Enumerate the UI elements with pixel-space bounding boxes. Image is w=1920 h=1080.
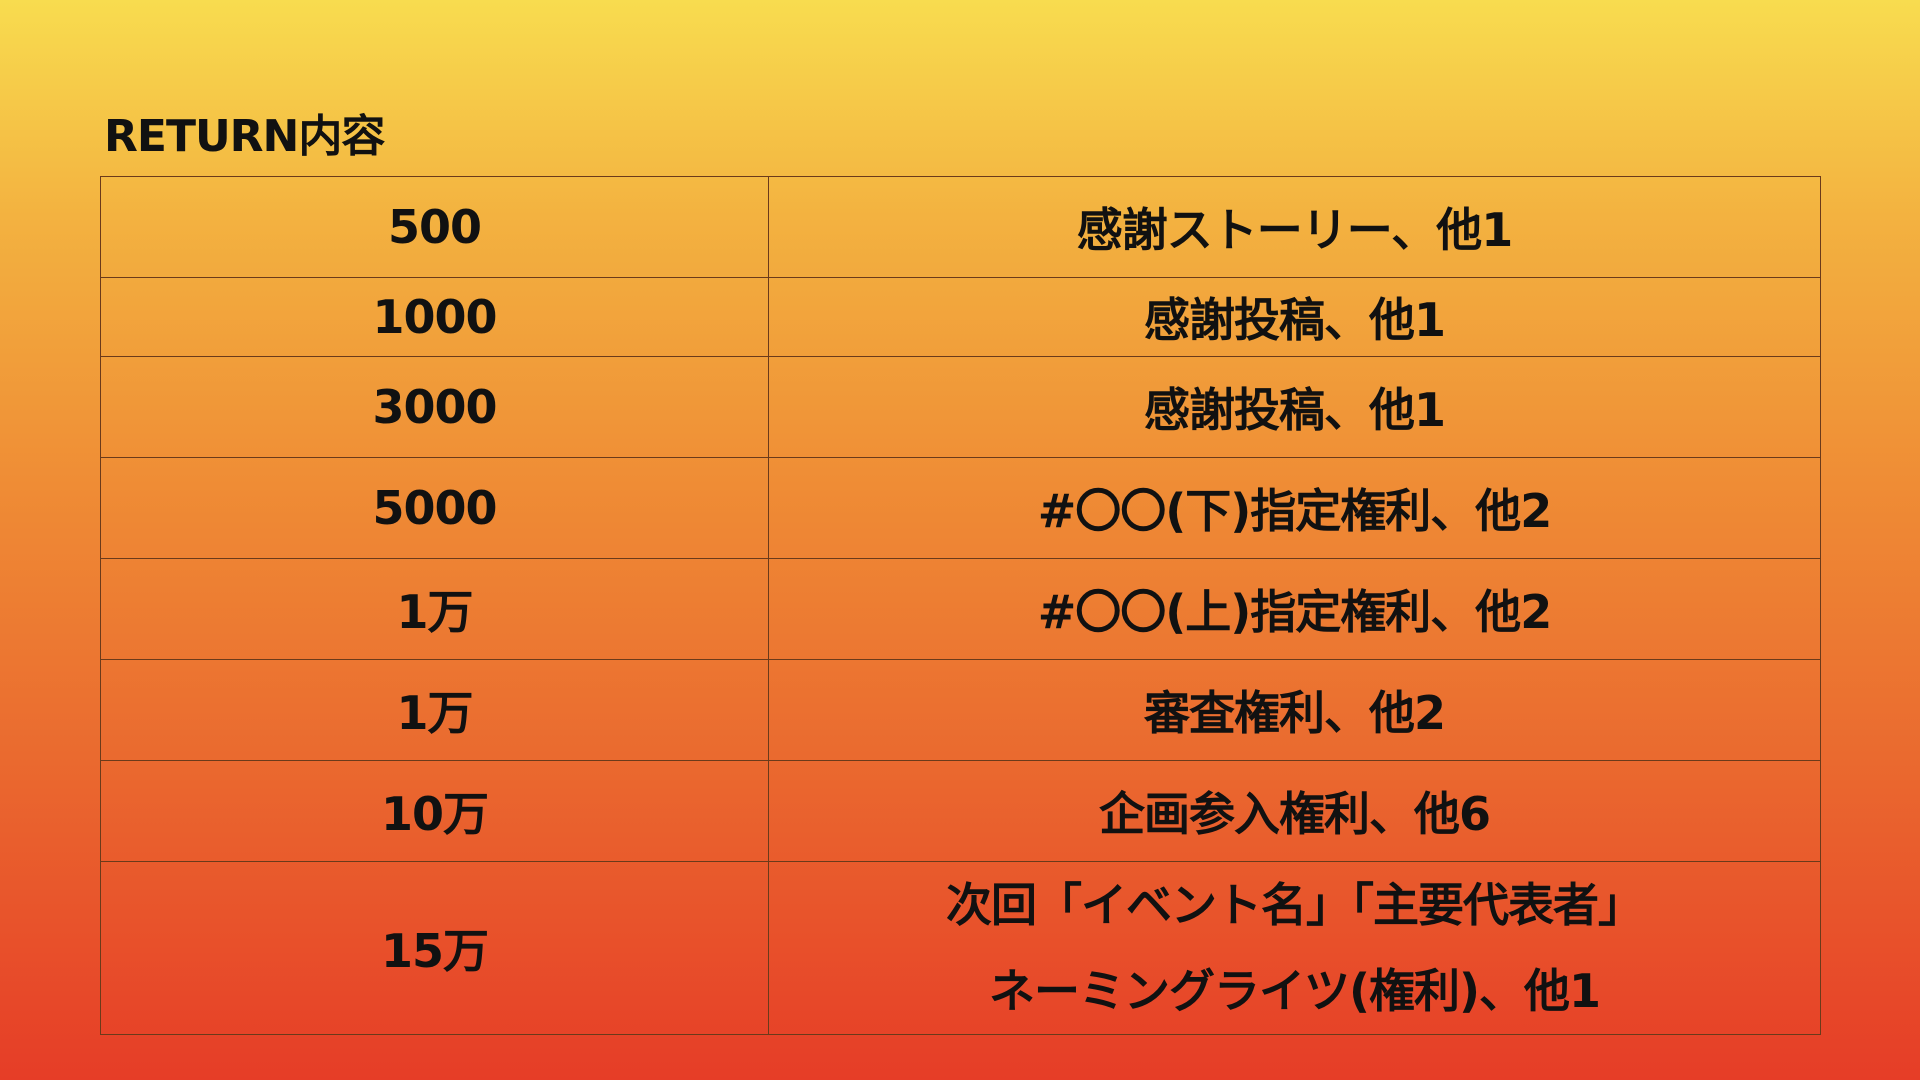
table-row: 15万 次回「イベント名」「主要代表者」 ネーミングライツ(権利)、他1 <box>100 861 1821 1035</box>
content-text: 次回「イベント名」「主要代表者」 <box>946 878 1644 932</box>
content-text: 感謝ストーリー、他1 <box>1076 203 1514 257</box>
amount-cell: 1000 <box>100 277 769 357</box>
amount-cell: 1万 <box>100 659 769 761</box>
table-row: 5000 #〇〇(下)指定権利、他2 <box>100 457 1821 559</box>
content-text: 審査権利、他2 <box>1143 686 1446 740</box>
content-text: 企画参入権利、他6 <box>1098 787 1491 841</box>
content-cell: 審査権利、他2 <box>768 659 1821 761</box>
table-row: 500 感謝ストーリー、他1 <box>100 176 1821 278</box>
page-title: RETURN内容 <box>104 111 385 162</box>
content-cell: 感謝ストーリー、他1 <box>768 176 1821 278</box>
table-row: 1万 審査権利、他2 <box>100 659 1821 761</box>
content-cell: #〇〇(上)指定権利、他2 <box>768 558 1821 660</box>
amount-cell: 3000 <box>100 356 769 458</box>
content-cell: 次回「イベント名」「主要代表者」 ネーミングライツ(権利)、他1 <box>768 861 1821 1035</box>
content-cell: 企画参入権利、他6 <box>768 760 1821 862</box>
content-text: 感謝投稿、他1 <box>1143 383 1446 437</box>
amount-cell: 10万 <box>100 760 769 862</box>
table-row: 1000 感謝投稿、他1 <box>100 277 1821 357</box>
amount-cell: 15万 <box>100 861 769 1035</box>
table-row: 3000 感謝投稿、他1 <box>100 356 1821 458</box>
content-text: #〇〇(上)指定権利、他2 <box>1037 585 1553 639</box>
content-cell: 感謝投稿、他1 <box>768 277 1821 357</box>
content-text: #〇〇(下)指定権利、他2 <box>1037 484 1553 538</box>
content-cell: #〇〇(下)指定権利、他2 <box>768 457 1821 559</box>
content-cell: 感謝投稿、他1 <box>768 356 1821 458</box>
return-table: 500 感謝ストーリー、他1 1000 感謝投稿、他1 3000 感謝投稿、他1 5000 #… <box>100 176 1821 1035</box>
amount-cell: 5000 <box>100 457 769 559</box>
table-row: 1万 #〇〇(上)指定権利、他2 <box>100 558 1821 660</box>
content-text: ネーミングライツ(権利)、他1 <box>988 964 1601 1018</box>
amount-cell: 1万 <box>100 558 769 660</box>
amount-cell: 500 <box>100 176 769 278</box>
content-text: 感謝投稿、他1 <box>1143 293 1446 347</box>
table-row: 10万 企画参入権利、他6 <box>100 760 1821 862</box>
